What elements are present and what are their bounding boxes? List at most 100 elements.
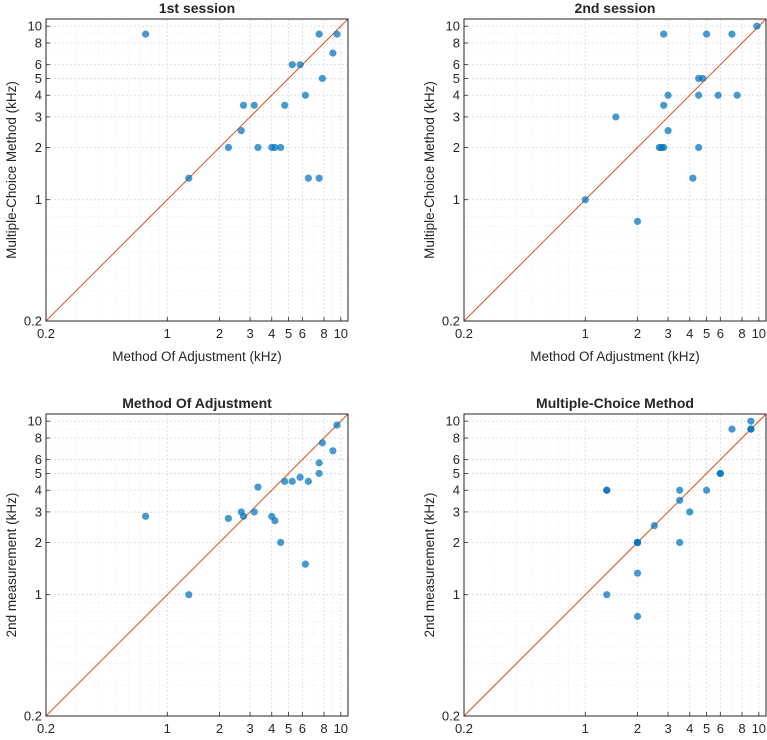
data-point [716, 469, 724, 478]
y-tick-label: 8 [35, 430, 42, 445]
data-point [296, 473, 304, 481]
data-point [315, 469, 323, 478]
y-tick-label: 3 [35, 504, 42, 519]
x-tick-label: 10 [752, 326, 766, 341]
y-tick-label: 5 [35, 466, 42, 481]
y-tick-label: 3 [35, 109, 42, 124]
chart-title: Multiple-Choice Method [536, 395, 694, 411]
y-tick-label: 8 [453, 430, 460, 445]
data-point [633, 538, 642, 547]
data-point [676, 496, 684, 504]
y-axis-label: Multiple-Choice Method (kHz) [4, 81, 19, 259]
x-tick-label: 4 [268, 721, 275, 736]
y-tick-label: 4 [453, 483, 460, 498]
data-point [660, 101, 668, 109]
y-tick-label: 2 [35, 535, 42, 550]
x-tick-label: 1 [164, 721, 171, 736]
data-point [250, 508, 258, 516]
data-point [686, 508, 694, 516]
y-tick-label: 4 [35, 483, 42, 498]
axes-frame [45, 413, 349, 717]
data-point [329, 447, 337, 455]
y-tick-label: 6 [453, 57, 460, 72]
x-tick-label: 2 [216, 326, 223, 341]
reference-line [463, 413, 767, 717]
data-point [239, 512, 248, 520]
y-tick-label: 0.2 [442, 314, 460, 329]
data-point [315, 30, 323, 38]
data-point [304, 477, 312, 485]
x-tick-label: 5 [703, 721, 710, 736]
data-point [689, 174, 697, 182]
data-point [185, 591, 193, 599]
data-point [695, 91, 703, 99]
x-tick-label: 0.2 [37, 721, 55, 736]
data-point [702, 30, 711, 38]
y-tick-label: 6 [35, 452, 42, 467]
x-tick-label: 1 [582, 721, 589, 736]
data-point [603, 591, 611, 599]
x-tick-label: 5 [703, 326, 710, 341]
y-tick-label: 8 [35, 35, 42, 50]
data-point [747, 417, 755, 425]
x-tick-label: 3 [246, 721, 253, 736]
data-point [318, 74, 326, 83]
data-point [185, 174, 193, 182]
data-point [581, 196, 589, 204]
y-tick-label: 4 [35, 88, 42, 103]
x-tick-label: 8 [738, 721, 745, 736]
y-tick-label: 3 [453, 504, 460, 519]
x-tick-label: 8 [738, 326, 745, 341]
x-tick-label: 1 [164, 326, 171, 341]
data-point [702, 486, 711, 494]
reference-line [45, 18, 349, 322]
y-tick-label: 10 [28, 19, 42, 34]
data-point [333, 421, 341, 429]
y-tick-label: 6 [453, 452, 460, 467]
x-tick-label: 10 [334, 721, 348, 736]
data-point [301, 91, 309, 99]
x-tick-label: 10 [334, 326, 348, 341]
x-tick-label: 0.2 [455, 326, 473, 341]
data-point [660, 30, 668, 38]
y-tick-label: 2 [35, 140, 42, 155]
data-point [224, 143, 233, 152]
data-point [753, 22, 761, 30]
x-tick-label: 5 [285, 326, 292, 341]
y-tick-label: 1 [35, 587, 42, 602]
data-point [301, 560, 309, 568]
data-point [277, 538, 285, 547]
x-tick-label: 3 [664, 326, 671, 341]
data-point [650, 522, 658, 530]
data-point [676, 486, 684, 494]
data-point [224, 514, 233, 523]
x-tick-label: 4 [686, 721, 693, 736]
data-point [329, 49, 337, 57]
data-point [695, 143, 703, 152]
data-point [271, 143, 279, 152]
data-point [747, 425, 755, 433]
axes-frame [45, 18, 349, 322]
x-tick-label: 3 [664, 721, 671, 736]
y-axis-label: Multiple-Choice Method (kHz) [422, 81, 437, 259]
x-tick-label: 6 [299, 326, 306, 341]
x-tick-label: 5 [285, 721, 292, 736]
data-point [288, 61, 296, 69]
y-tick-label: 0.2 [24, 709, 42, 724]
data-point [239, 101, 248, 109]
x-tick-label: 10 [752, 721, 766, 736]
data-point [612, 113, 620, 121]
x-tick-label: 0.2 [37, 326, 55, 341]
data-point [250, 101, 258, 109]
data-point [296, 61, 304, 69]
reference-line [45, 413, 349, 717]
data-point [733, 91, 741, 99]
data-point [633, 217, 642, 225]
x-tick-label: 6 [299, 721, 306, 736]
y-tick-label: 1 [453, 192, 460, 207]
data-point [676, 538, 684, 547]
